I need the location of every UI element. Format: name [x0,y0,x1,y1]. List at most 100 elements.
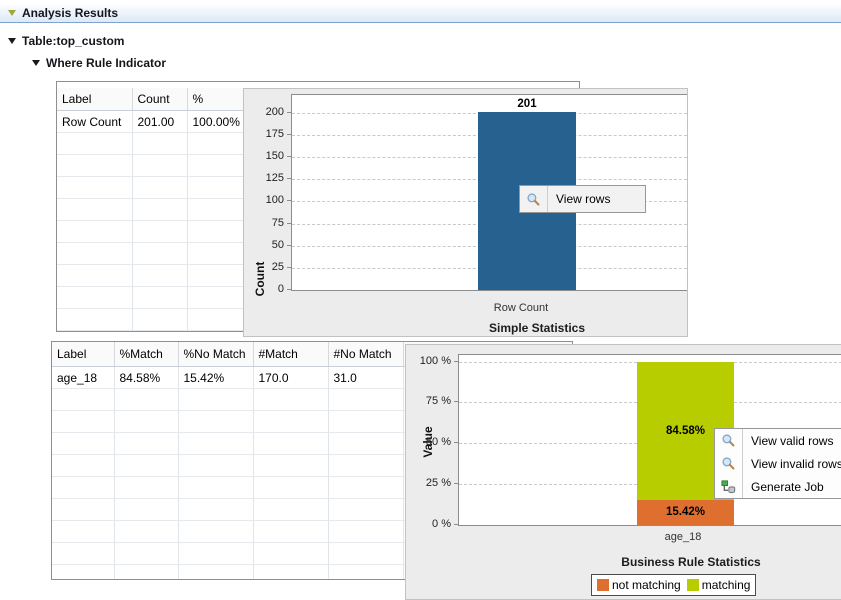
cell-nomatch-count[interactable]: 31.0 [328,366,404,389]
cell-empty [57,242,133,265]
cell-empty [52,564,115,579]
cell-match-pct[interactable]: 84.58% [114,366,179,389]
column-header-nomatch-pct[interactable]: %No Match [178,342,254,367]
column-header-match-count[interactable]: #Match [253,342,329,367]
bar-segment-not-matching[interactable] [637,499,734,525]
collapse-triangle-icon[interactable] [8,9,16,16]
cell-empty [253,476,329,499]
cell-empty [328,498,404,521]
cell-empty [178,432,254,455]
cell-empty [253,388,329,411]
cell-empty [132,198,188,221]
y-tick-label: 50 % [425,436,451,449]
cell-empty [57,132,133,155]
y-tick-label: 0 [277,283,284,295]
cell-empty [52,454,115,477]
column-header-label[interactable]: Label [52,342,115,367]
cell-empty [178,498,254,521]
y-tick-mark [287,289,291,290]
menu-item-view-rows[interactable]: View rows [520,186,645,212]
menu-item-generate-job[interactable]: Generate Job [715,475,841,498]
y-tick-mark [454,524,458,525]
menu-item-label: View rows [556,192,611,206]
collapse-triangle-icon[interactable] [32,60,40,66]
cell-label[interactable]: age_18 [52,366,115,389]
cell-empty [328,388,404,411]
legend-item: not matching [597,578,681,592]
cell-empty [253,520,329,543]
y-tick-mark [287,111,291,113]
column-header-match-pct[interactable]: %Match [114,342,179,367]
generate-job-icon [715,475,743,498]
cell-empty [132,154,188,177]
cell-empty [52,542,115,565]
cell-empty [328,542,404,565]
cell-empty [114,388,179,411]
cell-empty [52,520,115,543]
y-tick-label: 25 % [425,477,451,490]
cell-empty [178,520,254,543]
y-tick-label: 150 [265,150,284,163]
legend-item: matching [686,578,751,592]
cell-match-count[interactable]: 170.0 [253,366,329,389]
cell-empty [328,410,404,433]
cell-empty [132,264,188,287]
column-header-label[interactable]: Label [57,88,133,111]
cell-empty [57,286,133,309]
cell-empty [57,264,133,287]
analysis-results-header[interactable]: Analysis Results [0,3,841,23]
magnifier-icon [520,186,548,212]
menu-item-label: View invalid rows [751,456,841,471]
cell-empty [178,454,254,477]
cell-empty [178,410,254,433]
collapse-triangle-icon[interactable] [8,38,16,44]
cell-empty [114,498,179,521]
cell-empty [132,308,188,331]
cell-empty [114,476,179,499]
cell-empty [178,542,254,565]
legend-swatch-icon [686,579,699,591]
cell-empty [57,154,133,177]
cell-empty [328,476,404,499]
y-tick-label: 50 [271,238,284,251]
cell-empty [253,454,329,477]
cell-empty [132,242,188,265]
column-header-nomatch-count[interactable]: #No Match [328,342,404,367]
column-header-count[interactable]: Count [132,88,188,111]
cell-empty [114,520,179,543]
y-tick-label: 125 [265,172,284,185]
cell-empty [253,498,329,521]
category-label: age_18 [664,531,702,543]
cell-count[interactable]: 201.00 [132,110,188,133]
menu-item-view-invalid-rows[interactable]: View invalid rows [715,452,841,475]
tree-node-where-rule-indicator[interactable]: Where Rule Indicator [24,55,166,71]
cell-empty [52,432,115,455]
cell-empty [178,476,254,499]
magnifier-icon [715,452,743,475]
cell-empty [132,286,188,309]
y-tick-mark [454,483,458,485]
view-rows-context-menu: View rows [519,185,646,213]
cell-empty [114,454,179,477]
menu-item-view-valid-rows[interactable]: View valid rows [715,429,841,452]
tree-node-table[interactable]: Table:top_custom [0,33,124,49]
y-tick-mark [454,360,458,362]
y-tick-mark [287,178,291,180]
cell-empty [52,388,115,411]
legend-label: matching [701,578,751,592]
cell-empty [114,542,179,565]
cell-empty [132,132,188,155]
cell-empty [52,410,115,433]
cell-empty [253,564,329,579]
bar-value-label: 15.42% [665,506,706,519]
cell-empty [328,564,404,579]
cell-empty [328,520,404,543]
category-label: Row Count [493,302,549,314]
magnifier-icon [715,429,743,452]
cell-label[interactable]: Row Count [57,110,133,133]
bar-value-label: 84.58% [665,424,706,437]
cell-nomatch-pct[interactable]: 15.42% [178,366,254,389]
cell-empty [57,198,133,221]
tree-node-indicator-label: Where Rule Indicator [46,56,167,70]
legend-swatch-icon [597,579,609,591]
